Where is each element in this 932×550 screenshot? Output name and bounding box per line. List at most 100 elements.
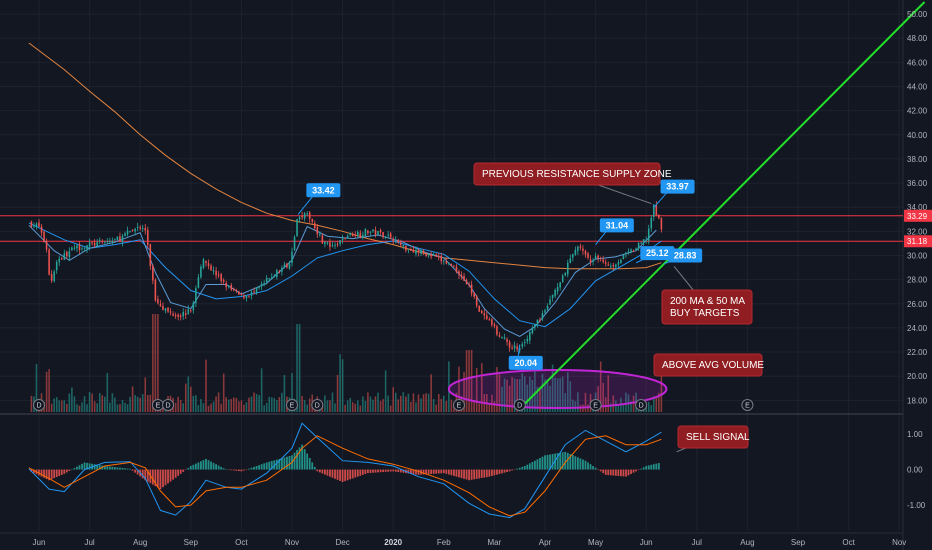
macd-histogram-bar <box>200 461 202 470</box>
time-axis[interactable]: Jun Jul Aug Sep Oct Nov Dec 2020 Feb Mar Apr May Jun… <box>33 538 907 547</box>
macd-histogram-bar <box>501 469 503 474</box>
macd-histogram-bar <box>286 456 288 470</box>
macd-histogram-bar <box>311 462 314 470</box>
volume-bar <box>210 403 212 412</box>
event-marker <box>589 399 602 411</box>
volume-bar <box>202 403 205 412</box>
candle-body <box>324 241 326 245</box>
macd-histogram-bar <box>301 444 304 470</box>
candle-body <box>45 240 48 250</box>
candle-body <box>534 324 536 327</box>
candle-body <box>617 262 620 265</box>
macd-histogram-bar <box>207 460 210 470</box>
volume-bar <box>362 396 364 412</box>
candle-body <box>243 295 245 298</box>
volume-bar <box>488 402 491 412</box>
macd-histogram-bar <box>83 462 86 470</box>
candle-body <box>147 229 149 246</box>
volume-bar <box>349 397 351 412</box>
volume-bar <box>190 386 192 412</box>
volume-bar <box>359 405 362 412</box>
macd-histogram-bar <box>632 469 635 473</box>
macd-histogram-bar <box>230 469 233 471</box>
macd-histogram-bar <box>539 458 541 470</box>
candle-body <box>60 258 63 260</box>
volume-bar <box>58 400 61 412</box>
callout-value: 33.42 <box>312 185 335 195</box>
volume-bar <box>430 374 432 412</box>
macd-histogram-bar <box>78 465 81 470</box>
candle-body <box>602 259 604 262</box>
candle-body <box>301 215 303 218</box>
price-tick-label: 24.00 <box>907 324 928 333</box>
candle-body <box>86 245 88 250</box>
price-tick-label: 28.00 <box>907 276 928 285</box>
macd-histogram-bar <box>521 466 524 470</box>
candle-body <box>422 250 425 253</box>
volume-bar <box>655 397 658 412</box>
candle-body <box>152 266 154 281</box>
volume-bar <box>440 398 443 412</box>
candle-body <box>30 221 33 227</box>
macd-histogram-bar <box>146 469 149 482</box>
candle-body <box>635 248 637 251</box>
volume-bar <box>83 396 86 412</box>
candle-body <box>564 273 567 276</box>
event-marker <box>635 399 648 411</box>
candle-body <box>319 234 321 236</box>
volume-bar <box>298 324 301 412</box>
volume-bar <box>152 314 154 412</box>
macd-tick-label: -1.00 <box>907 501 926 510</box>
price-tick-label: 38.00 <box>907 155 928 164</box>
callout-value: 31.04 <box>606 220 629 230</box>
volume-bar <box>35 364 38 412</box>
candle-body <box>96 242 98 246</box>
macd-histogram-bar <box>197 462 200 470</box>
candle-body <box>496 326 498 335</box>
candle-body <box>222 280 225 282</box>
macd-histogram-bar <box>179 469 182 474</box>
candle-body <box>630 249 632 253</box>
macd-histogram-bar <box>154 469 157 487</box>
volume-bar <box>577 392 579 412</box>
macd-histogram-bar <box>445 469 448 474</box>
macd-histogram-bar <box>607 469 610 476</box>
macd-histogram-bar <box>503 469 506 473</box>
volume-bar <box>346 400 349 412</box>
candle-body <box>389 233 392 238</box>
macd-histogram-bar <box>571 455 574 470</box>
candle-body <box>240 293 243 295</box>
macd-histogram-bar <box>253 466 255 470</box>
candle-body <box>658 214 660 219</box>
volume-bar <box>523 376 526 412</box>
macd-histogram-bar <box>379 469 382 473</box>
volume-bar <box>534 371 536 412</box>
candle-body <box>116 236 119 241</box>
volume-bar <box>184 383 187 412</box>
volume-bar <box>50 403 53 412</box>
volume-bar <box>473 400 475 412</box>
candle-body <box>169 311 172 313</box>
candle-body <box>572 254 574 258</box>
volume-bar <box>334 403 336 412</box>
candle-body <box>435 254 437 257</box>
macd-histogram-bar <box>331 469 334 478</box>
candle-body <box>632 250 635 252</box>
time-tick-label: Mar <box>488 538 502 547</box>
volume-bar <box>354 403 357 412</box>
macd-histogram-bar <box>157 469 159 488</box>
macd-histogram-bar <box>296 450 298 470</box>
volume-bar <box>111 393 114 412</box>
volume-bar <box>526 384 529 412</box>
price-tick-label: 50.00 <box>907 10 928 19</box>
macd-histogram-bar <box>533 460 536 470</box>
candle-body <box>35 223 38 227</box>
candle-body <box>397 239 400 243</box>
macd-histogram-bar <box>189 466 192 470</box>
macd-histogram-bar <box>134 469 137 473</box>
volume-bar <box>131 386 134 412</box>
callout-box <box>660 179 695 194</box>
price-axis[interactable]: 18.00 20.00 22.00 24.00 26.00 28.00 30.00 32.00… <box>904 10 932 510</box>
candle-body <box>197 277 200 288</box>
macd-histogram-bar <box>506 469 508 472</box>
